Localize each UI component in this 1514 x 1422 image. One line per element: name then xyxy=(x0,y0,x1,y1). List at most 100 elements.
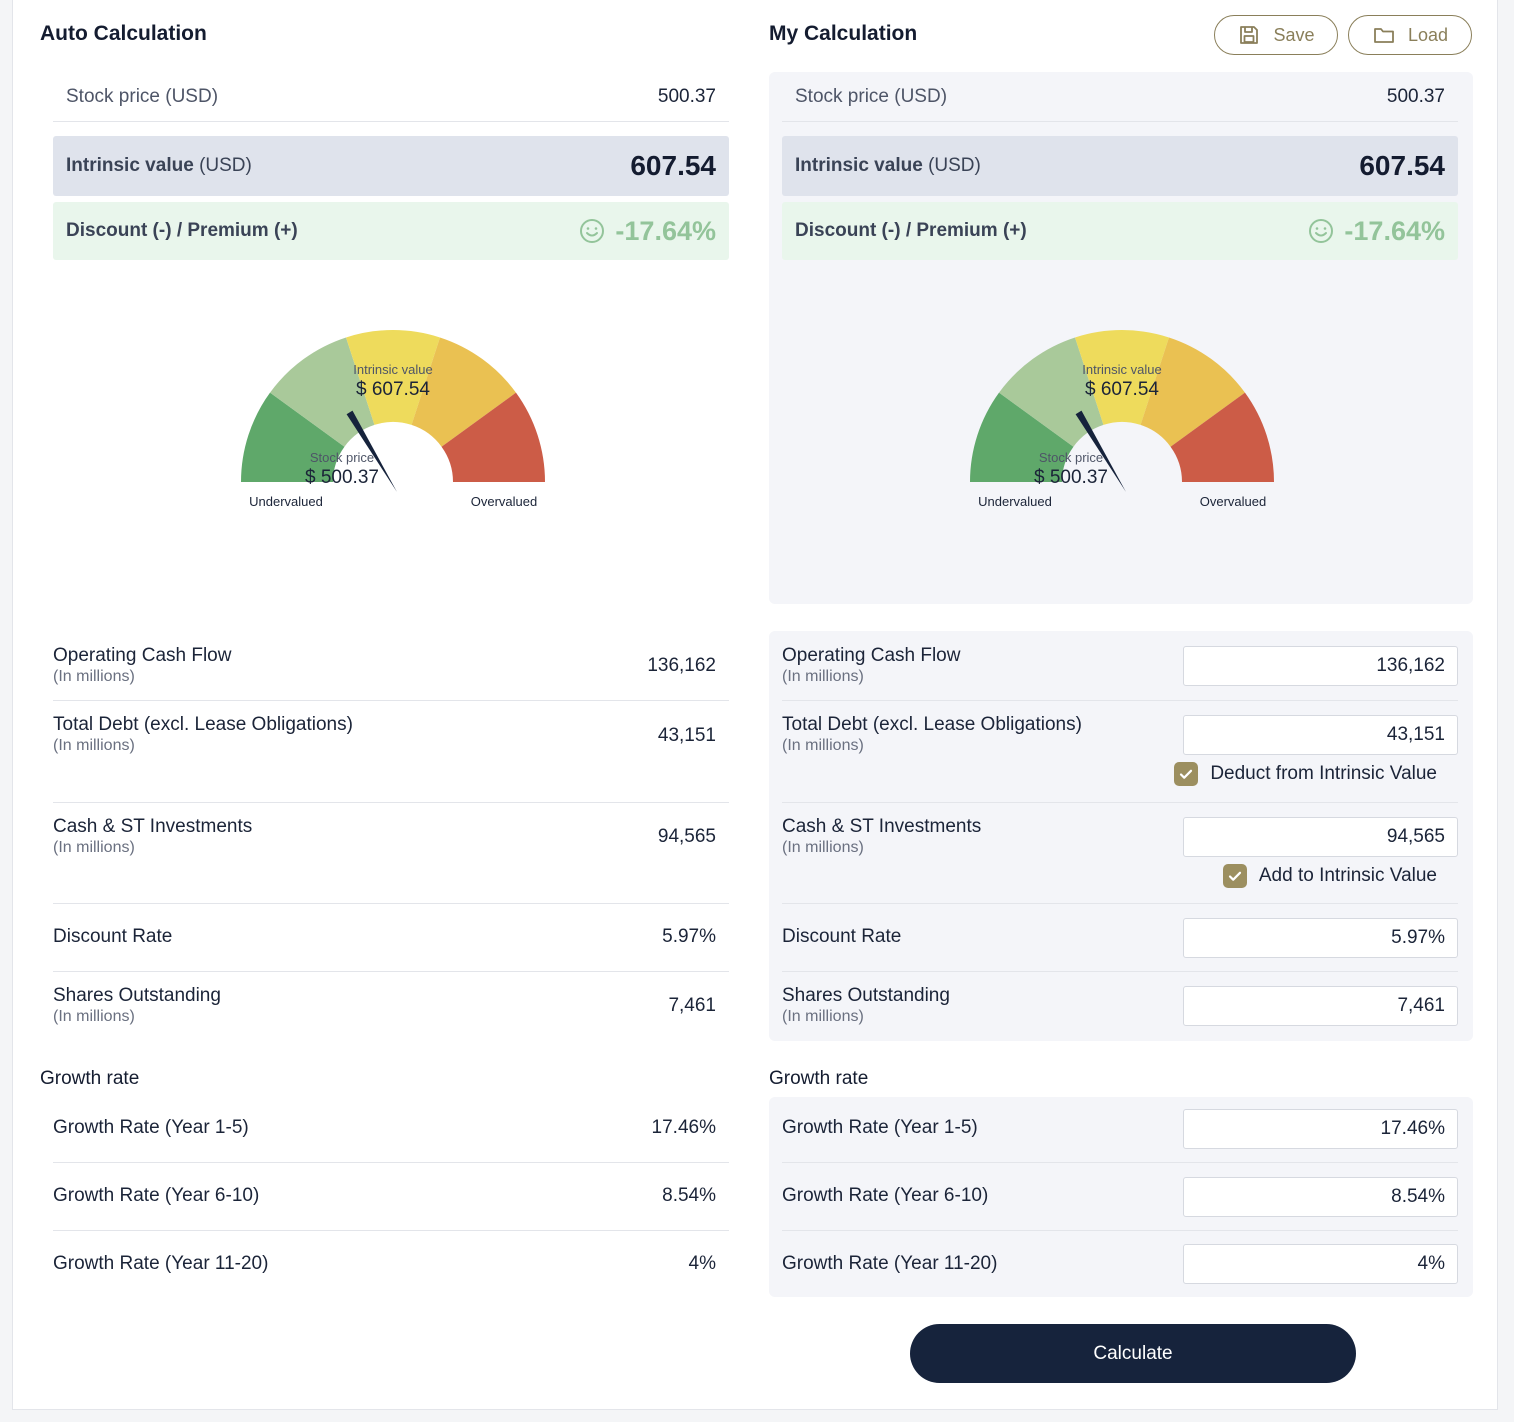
gauge-segment-4 xyxy=(411,337,516,447)
gauge-price-caption: Stock price xyxy=(310,450,374,465)
debt-row: Total Debt (excl. Lease Obligations) (In… xyxy=(782,701,1458,803)
gauge-undervalued-label: Undervalued xyxy=(249,494,323,509)
growth-3-row: Growth Rate (Year 11-20) xyxy=(782,1231,1458,1297)
debt-value: 43,151 xyxy=(657,725,716,746)
discount-rate-input[interactable] xyxy=(1183,918,1458,958)
add-checkbox[interactable]: Add to Intrinsic Value xyxy=(1222,864,1437,888)
ocf-row: Operating Cash Flow (In millions) 136,16… xyxy=(53,631,729,701)
discount-premium-label: Discount (-) / Premium (+) xyxy=(66,220,298,241)
my-summary: Stock price (USD) 500.37 Intrinsic value… xyxy=(769,72,1473,604)
cash-input[interactable] xyxy=(1183,817,1458,857)
check-icon xyxy=(1180,769,1193,779)
load-label: Load xyxy=(1407,24,1449,45)
gauge-segment-5 xyxy=(1170,392,1274,482)
stock-price-value: 500.37 xyxy=(657,85,716,107)
stock-price-row: Stock price (USD) 500.37 xyxy=(782,72,1458,122)
growth-3-value: 4% xyxy=(688,1253,716,1274)
discount-rate-row: Discount Rate xyxy=(782,904,1458,972)
auto-inputs: Operating Cash Flow (In millions) 136,16… xyxy=(40,631,744,1041)
valuation-gauge: Intrinsic value $ 607.54 Stock price $ 500.… xyxy=(970,330,1274,509)
shares-sub: (In millions) xyxy=(53,1008,135,1025)
intrinsic-value-row: Intrinsic value (USD) 607.54 xyxy=(53,136,729,196)
ocf-sub: (In millions) xyxy=(782,668,864,685)
cash-row: Cash & ST Investments (In millions) 94,5… xyxy=(53,803,729,904)
discount-rate-value: 5.97% xyxy=(662,926,716,947)
growth-3-label: Growth Rate (Year 11-20) xyxy=(782,1253,998,1274)
stock-price-label: Stock price (USD) xyxy=(66,85,219,107)
gauge-overvalued-label: Overvalued xyxy=(471,494,537,509)
cash-sub: (In millions) xyxy=(782,839,864,856)
calculator-card: Auto Calculation Stock price (USD) 500.3… xyxy=(12,0,1498,1410)
growth-1-value: 17.46% xyxy=(651,1117,716,1138)
gauge-segment-4 xyxy=(1140,337,1245,447)
growth-rate-title: Growth rate xyxy=(40,1068,140,1089)
save-label: Save xyxy=(1273,24,1315,45)
ocf-input[interactable] xyxy=(1183,646,1458,686)
gauge-segment-3 xyxy=(1075,330,1169,425)
debt-sub: (In millions) xyxy=(782,737,864,754)
gauge-segment-3 xyxy=(346,330,440,425)
debt-label: Total Debt (excl. Lease Obligations) xyxy=(53,714,353,735)
my-calculation-title: My Calculation xyxy=(769,22,918,45)
debt-input[interactable] xyxy=(1183,715,1458,755)
ocf-sub: (In millions) xyxy=(53,668,135,685)
gauge-segment-1 xyxy=(970,392,1074,482)
discount-premium-value: -17.64% xyxy=(1344,215,1445,246)
gauge-iv-value: $ 607.54 xyxy=(1085,379,1159,400)
gauge-price-value: $ 500.37 xyxy=(305,467,379,488)
gauge-undervalued-label: Undervalued xyxy=(978,494,1052,509)
load-button[interactable]: Load xyxy=(1348,15,1472,55)
growth-2-row: Growth Rate (Year 6-10) xyxy=(782,1163,1458,1231)
auto-summary: Stock price (USD) 500.37 Intrinsic value… xyxy=(40,72,744,604)
intrinsic-value-row: Intrinsic value (USD) 607.54 xyxy=(782,136,1458,196)
gauge-segment-1 xyxy=(241,392,345,482)
discount-rate-label: Discount Rate xyxy=(782,926,902,947)
discount-rate-label: Discount Rate xyxy=(53,926,173,947)
gauge-segment-2 xyxy=(999,337,1104,447)
my-inputs: Operating Cash Flow (In millions) Total … xyxy=(769,631,1473,1041)
gauge-segment-2 xyxy=(270,337,375,447)
gauge-iv-value: $ 607.54 xyxy=(356,379,430,400)
gauge-iv-caption: Intrinsic value xyxy=(1082,362,1161,377)
folder-icon xyxy=(1374,28,1394,43)
growth-1-label: Growth Rate (Year 1-5) xyxy=(782,1117,978,1138)
gauge-iv-caption: Intrinsic value xyxy=(353,362,432,377)
debt-label: Total Debt (excl. Lease Obligations) xyxy=(782,714,1082,735)
shares-row: Shares Outstanding (In millions) xyxy=(782,972,1458,1041)
growth-3-input[interactable] xyxy=(1183,1244,1458,1284)
shares-row: Shares Outstanding (In millions) 7,461 xyxy=(53,972,729,1041)
save-button[interactable]: Save xyxy=(1214,15,1338,55)
valuation-gauge: Intrinsic value $ 607.54 Stock price $ 500.… xyxy=(241,330,545,509)
growth-1-row: Growth Rate (Year 1-5) xyxy=(782,1097,1458,1163)
discount-rate-row: Discount Rate 5.97% xyxy=(53,904,729,972)
shares-label: Shares Outstanding xyxy=(782,985,950,1006)
growth-3-row: Growth Rate (Year 11-20) 4% xyxy=(53,1231,729,1297)
shares-input[interactable] xyxy=(1183,986,1458,1026)
ocf-row: Operating Cash Flow (In millions) xyxy=(782,631,1458,701)
ocf-value: 136,162 xyxy=(647,655,716,676)
smiley-icon xyxy=(580,219,605,243)
deduct-checkbox[interactable]: Deduct from Intrinsic Value xyxy=(1174,762,1437,786)
debt-sub: (In millions) xyxy=(53,737,135,754)
gauge-segment-5 xyxy=(441,392,545,482)
gauge-price-caption: Stock price xyxy=(1039,450,1103,465)
growth-2-value: 8.54% xyxy=(662,1185,716,1206)
growth-2-row: Growth Rate (Year 6-10) 8.54% xyxy=(53,1163,729,1231)
gauge-price-value: $ 500.37 xyxy=(1034,467,1108,488)
growth-1-label: Growth Rate (Year 1-5) xyxy=(53,1117,249,1138)
smiley-icon xyxy=(1309,219,1334,243)
intrinsic-value-label: Intrinsic value (USD) xyxy=(66,155,252,176)
cash-label: Cash & ST Investments xyxy=(53,816,253,837)
gauge-needle xyxy=(1075,410,1126,492)
growth-2-input[interactable] xyxy=(1183,1177,1458,1217)
auto-growth: Growth Rate (Year 1-5) 17.46% Growth Rat… xyxy=(40,1097,744,1297)
check-icon xyxy=(1228,871,1241,881)
cash-value: 94,565 xyxy=(657,826,716,847)
auto-calculation-title: Auto Calculation xyxy=(40,22,207,45)
ocf-label: Operating Cash Flow xyxy=(53,645,232,666)
calculate-button[interactable]: Calculate xyxy=(910,1324,1356,1383)
shares-label: Shares Outstanding xyxy=(53,985,221,1006)
discount-premium-row: Discount (-) / Premium (+) -17.64% xyxy=(782,202,1458,260)
discount-premium-value: -17.64% xyxy=(615,215,716,246)
growth-1-input[interactable] xyxy=(1183,1109,1458,1149)
